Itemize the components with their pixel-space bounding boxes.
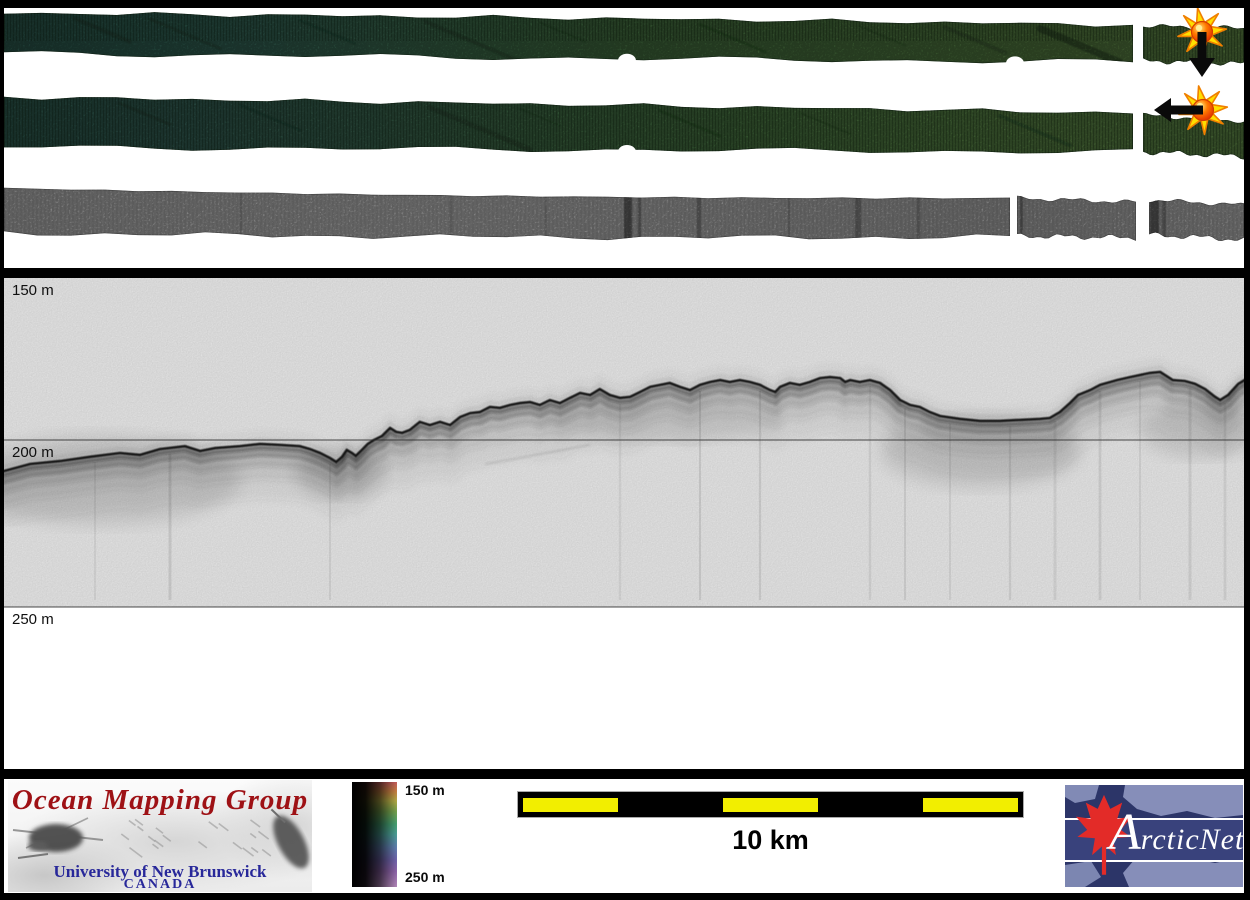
bathymetry-swath-line-1 (4, 12, 1133, 64)
shot-point-marker-1 (1177, 8, 1228, 77)
echogram-no-data-area (4, 607, 1244, 769)
sonar-target-silhouette-icon (270, 808, 309, 869)
shot-point-marker-2 (1154, 85, 1229, 136)
arcticnet-rest: rcticNet (1140, 823, 1243, 856)
arcticnet-initial: A (1109, 804, 1141, 861)
scale-bar-segment (523, 798, 618, 812)
depth-tick-label: 150 m (12, 282, 54, 299)
echogram-canvas: 150 m 200 m 250 m (4, 278, 1244, 769)
maple-leaf-icon (1076, 794, 1132, 875)
shot-point-markers (1154, 8, 1229, 136)
swath-strips (4, 12, 1244, 241)
left-arrow-icon (1154, 98, 1203, 122)
footer-panel: Ocean Mapping Group University of New Br… (4, 779, 1244, 893)
swath-strips-panel (4, 8, 1244, 268)
colorbar-top-label: 150 m (405, 782, 445, 798)
swath-strips-canvas (4, 8, 1244, 241)
omg-title: Ocean Mapping Group (11, 784, 309, 816)
arcticnet-logo-inner: ArcticNet (1065, 785, 1243, 887)
down-arrow-icon (1189, 32, 1215, 77)
helicopter-silhouette-icon (12, 817, 104, 859)
echogram-panel: 150 m 200 m 250 m (4, 278, 1244, 769)
depth-gridlines (4, 439, 1244, 608)
omg-country: CANADA (123, 877, 197, 892)
arcticnet-wordmark: ArcticNet (1109, 807, 1243, 859)
sidescan-sonar-line (4, 187, 1010, 241)
scale-bar-label: 10 km (732, 825, 809, 855)
seafloor-trace-group (4, 362, 1244, 600)
colorbar-bottom-label: 250 m (405, 869, 445, 885)
ice-scour-texture (120, 818, 272, 858)
scale-bar-segment (723, 798, 818, 812)
scale-bar-segment (923, 798, 1018, 812)
bathymetry-swath-line-1 (1143, 24, 1244, 66)
depth-colorbar (352, 782, 397, 887)
sidescan-sonar-line (1017, 195, 1136, 241)
depth-tick-label: 250 m (12, 611, 54, 628)
omg-logo-artwork (12, 808, 309, 869)
depth-tick-labels: 150 m 200 m 250 m (12, 282, 54, 628)
omg-university: University of New Brunswick (53, 862, 267, 881)
depth-tick-label: 200 m (12, 444, 54, 461)
sidescan-sonar-line (1149, 199, 1244, 241)
arcticnet-logo: ArcticNet (1062, 782, 1244, 890)
ocean-mapping-group-logo: Ocean Mapping Group University of New Br… (8, 780, 312, 892)
map-scale-bar (517, 791, 1024, 818)
